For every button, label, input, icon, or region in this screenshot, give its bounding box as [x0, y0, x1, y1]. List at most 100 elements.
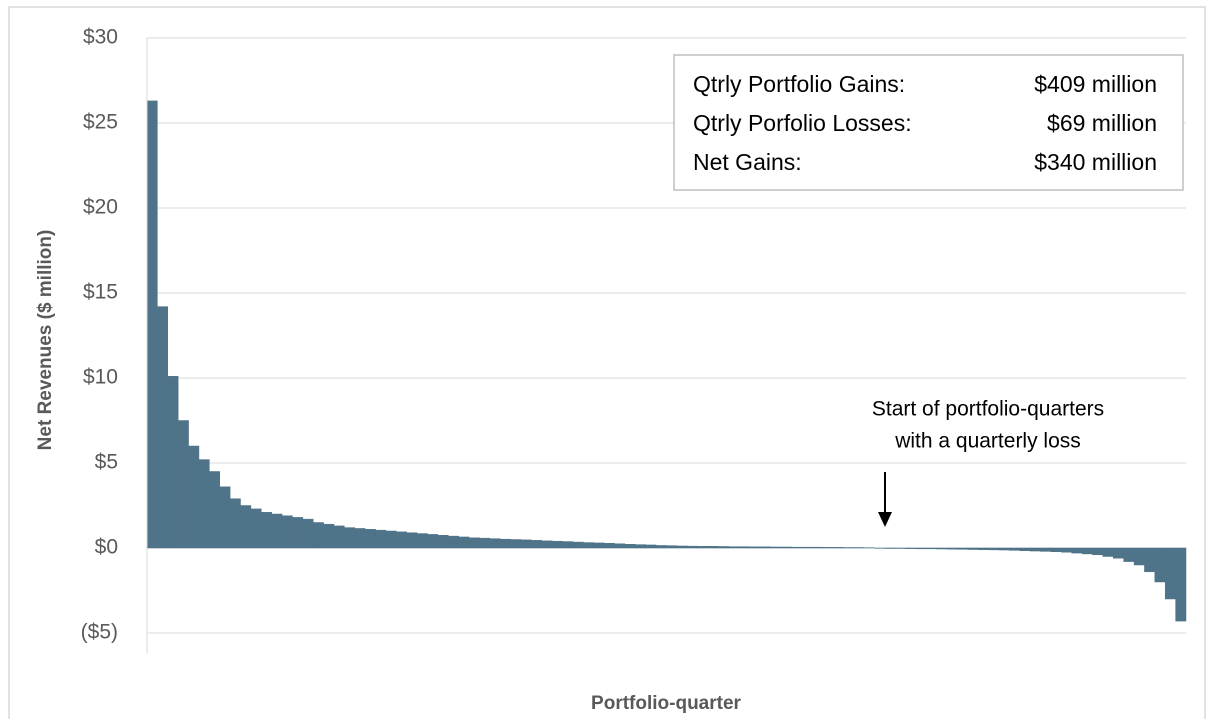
bar — [281, 515, 293, 549]
bar — [603, 542, 615, 549]
bar — [1009, 547, 1021, 551]
bar — [915, 547, 927, 550]
bar — [312, 522, 324, 549]
bar — [188, 445, 200, 549]
annotation-line: Start of portfolio-quarters — [872, 398, 1104, 421]
bar — [697, 546, 709, 549]
bar — [884, 547, 896, 549]
bar — [198, 459, 210, 549]
bar — [323, 523, 335, 549]
bar — [1175, 547, 1187, 622]
bar — [416, 533, 428, 549]
bar — [957, 547, 969, 550]
summary-value: $409 million — [1034, 71, 1157, 97]
bar — [1113, 547, 1124, 559]
bar — [728, 546, 740, 549]
bar — [853, 547, 865, 549]
bar — [551, 540, 563, 549]
bar — [1081, 547, 1093, 555]
bar — [1123, 547, 1135, 562]
annotation-line: with a quarterly loss — [894, 430, 1081, 453]
bar — [177, 420, 189, 549]
bar — [780, 546, 792, 549]
bar — [593, 542, 605, 549]
bar — [458, 536, 470, 549]
bar — [687, 545, 698, 549]
y-tick-label: $5 — [95, 451, 118, 474]
bar — [385, 530, 397, 549]
summary-box — [673, 54, 1184, 191]
bar — [333, 525, 345, 549]
bar — [1019, 547, 1031, 551]
y-tick-label: ($5) — [81, 621, 118, 644]
bar — [822, 547, 833, 549]
bar — [801, 546, 813, 549]
bar — [676, 545, 688, 549]
bar — [1092, 547, 1104, 556]
bar — [832, 547, 844, 549]
chart-frame — [8, 6, 1206, 719]
bar — [375, 529, 387, 549]
bar — [967, 547, 979, 550]
bar — [146, 100, 158, 549]
bar — [624, 544, 636, 549]
y-tick-label: $25 — [83, 111, 118, 134]
bar — [749, 546, 761, 549]
bar — [510, 539, 522, 549]
bar — [1040, 547, 1052, 552]
summary-label: Qtrly Porfolio Losses: — [693, 110, 912, 136]
y-axis-label: Net Revenues ($ million) — [35, 230, 56, 451]
bar — [655, 545, 667, 549]
bar — [354, 528, 366, 549]
bar — [936, 547, 948, 550]
bar — [759, 546, 771, 549]
bar — [988, 547, 1000, 551]
bar — [572, 541, 584, 549]
bar — [998, 547, 1010, 551]
bar — [406, 532, 418, 549]
bar — [292, 517, 304, 549]
bar — [1164, 547, 1176, 600]
x-axis-label: Portfolio-quarter — [591, 693, 741, 714]
y-tick-label: $30 — [83, 26, 118, 49]
y-tick-label: $0 — [95, 536, 118, 559]
bar — [1029, 547, 1041, 552]
bar — [1071, 547, 1083, 554]
bar — [500, 538, 511, 549]
bar — [770, 546, 782, 549]
bar — [1144, 547, 1156, 573]
bar — [666, 545, 678, 549]
bar — [229, 498, 241, 549]
bar — [520, 539, 532, 549]
bar — [790, 546, 802, 549]
bar — [250, 508, 262, 549]
bar — [437, 535, 449, 549]
bar — [1061, 547, 1072, 553]
bar — [468, 537, 480, 549]
bar — [271, 513, 283, 549]
summary-label: Qtrly Portfolio Gains: — [693, 71, 905, 97]
bar — [946, 547, 958, 550]
bar — [541, 540, 553, 549]
y-tick-label: $10 — [83, 366, 118, 389]
bar — [977, 547, 989, 550]
bar — [261, 512, 272, 549]
bar — [707, 546, 719, 549]
summary-value: $340 million — [1034, 149, 1157, 175]
bar — [479, 537, 491, 549]
bar — [842, 547, 854, 549]
bar — [531, 540, 543, 549]
bar — [905, 547, 917, 549]
arrow-head — [878, 512, 892, 527]
bar — [583, 542, 595, 549]
y-tick-label: $20 — [83, 196, 118, 219]
bar — [209, 471, 220, 549]
bar — [1133, 547, 1145, 566]
bar — [240, 505, 252, 549]
bar — [157, 306, 169, 549]
bar — [1050, 547, 1062, 552]
bar — [926, 547, 937, 550]
summary-value: $69 million — [1047, 110, 1157, 136]
bar — [364, 529, 376, 549]
